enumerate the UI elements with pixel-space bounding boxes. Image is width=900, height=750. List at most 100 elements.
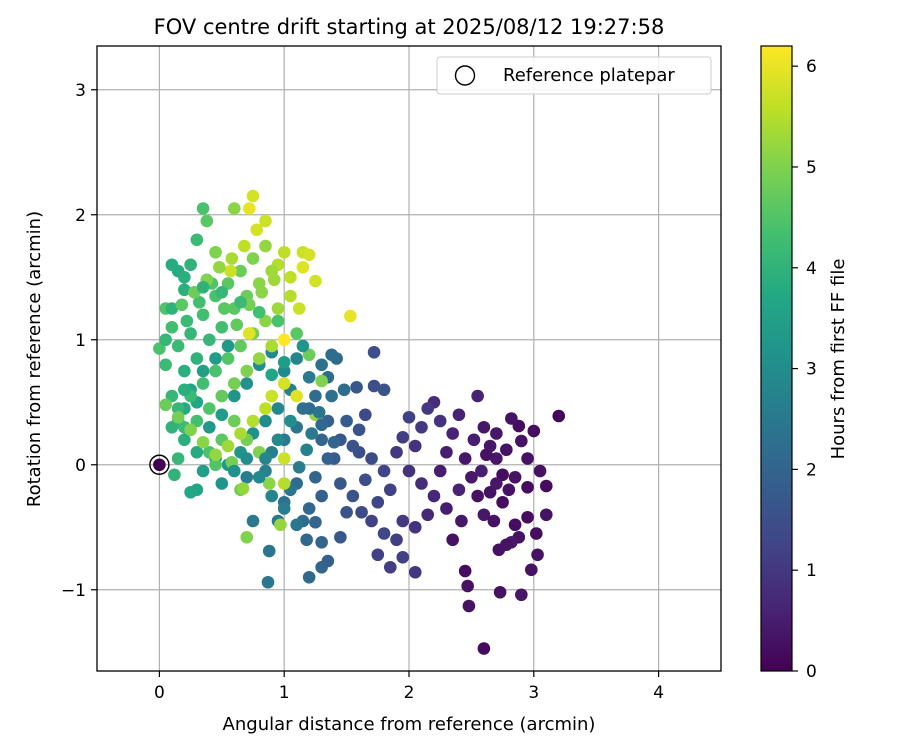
scatter-point (309, 274, 322, 288)
scatter-point (337, 383, 351, 397)
scatter-point (521, 510, 534, 524)
scatter-point (396, 550, 410, 564)
scatter-point (315, 489, 328, 503)
scatter-point (277, 333, 291, 347)
scatter-point (271, 433, 285, 447)
scatter-point (312, 405, 326, 419)
scatter-point (383, 560, 397, 574)
scatter-point (284, 270, 297, 284)
scatter-point (203, 420, 216, 434)
scatter-point (213, 260, 226, 274)
scatter-point (277, 452, 291, 465)
scatter-point (493, 585, 507, 599)
reference-point-ring (149, 454, 170, 475)
scatter-point (227, 414, 241, 428)
scatter-point (184, 485, 197, 499)
scatter-point (302, 502, 316, 515)
scatter-point (262, 477, 276, 490)
scatter-point (165, 420, 179, 434)
scatter-point (240, 377, 254, 390)
scatter-point (265, 368, 279, 382)
scatter-point (508, 470, 522, 484)
scatter-point (190, 445, 204, 459)
scatter-point (259, 314, 272, 328)
scatter-point (346, 439, 360, 453)
scatter-point (452, 408, 466, 422)
colorbar-tick-label: 5 (806, 158, 817, 178)
scatter-point (240, 452, 254, 465)
scatter-point (237, 239, 251, 253)
scatter-point (446, 427, 459, 440)
scatter-point (334, 477, 347, 490)
scatter-point (246, 252, 260, 265)
scatter-point (153, 342, 166, 355)
scatter-point (193, 295, 206, 309)
scatter-point (490, 427, 503, 440)
scatter-point (467, 433, 481, 447)
scatter-point (221, 439, 235, 453)
scatter-point (415, 420, 428, 434)
scatter-point (190, 233, 204, 247)
scatter-point (265, 489, 279, 503)
scatter-point (277, 355, 291, 369)
scatter-point (487, 514, 501, 528)
scatter-point (284, 289, 297, 303)
scatter-point (178, 283, 191, 297)
scatter-point (465, 470, 478, 484)
scatter-point (184, 258, 197, 272)
scatter-point (171, 452, 185, 465)
scatter-point (500, 443, 513, 457)
scatter-point (234, 264, 247, 278)
scatter-point (221, 277, 235, 290)
scatter-point (196, 377, 210, 390)
scatter-point (309, 470, 322, 484)
scatter-point (321, 452, 335, 465)
colorbar-tick-label: 3 (806, 360, 817, 380)
scatter-point (165, 320, 179, 334)
scatter-point (359, 473, 372, 487)
scatter-point (292, 460, 306, 474)
scatter-point (168, 468, 181, 482)
scatter-point (296, 260, 310, 274)
scatter-points (153, 189, 566, 655)
scatter-point (483, 485, 497, 499)
scatter-point (165, 258, 179, 272)
scatter-point (242, 202, 256, 215)
scatter-point (196, 435, 210, 449)
scatter-point (365, 514, 378, 528)
scatter-point (290, 352, 303, 365)
scatter-point (334, 530, 347, 544)
scatter-point (234, 427, 247, 440)
scatter-point (477, 642, 491, 655)
x-tick-label: 2 (404, 683, 415, 703)
scatter-point (159, 398, 172, 412)
scatter-point (171, 339, 185, 353)
scatter-point (440, 445, 453, 459)
scatter-point (505, 412, 518, 425)
scatter-point (271, 314, 285, 328)
scatter-point (440, 502, 453, 515)
scatter-point (302, 248, 316, 262)
scatter-point (277, 377, 291, 390)
scatter-point (196, 308, 210, 322)
scatter-point (539, 479, 553, 493)
scatter-point (209, 364, 222, 378)
scatter-point (477, 508, 491, 522)
scatter-point (402, 464, 416, 478)
scatter-point (396, 514, 410, 528)
scatter-point (408, 565, 422, 579)
scatter-point (240, 364, 254, 378)
scatter-point (215, 285, 229, 299)
y-axis-ticks: −1 0 1 2 3 (61, 81, 97, 601)
scatter-point (315, 418, 328, 432)
scatter-point (159, 333, 172, 347)
scatter-point (325, 348, 338, 362)
scatter-point (346, 489, 360, 503)
scatter-point (274, 518, 287, 532)
scatter-point (200, 214, 214, 228)
scatter-point (242, 327, 256, 340)
scatter-point (277, 245, 291, 259)
scatter-point (377, 527, 391, 540)
scatter-point (390, 533, 403, 547)
scatter-point (315, 433, 328, 447)
